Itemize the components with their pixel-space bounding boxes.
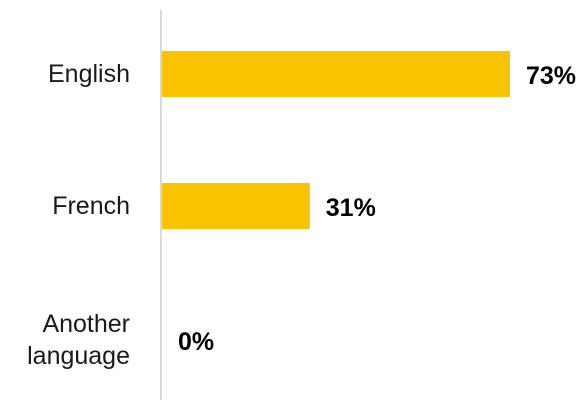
bar-1 bbox=[162, 183, 310, 229]
value-label-2: 0% bbox=[178, 328, 214, 356]
value-label-0: 73% bbox=[526, 62, 576, 90]
bar-0 bbox=[162, 51, 510, 97]
bars-group bbox=[162, 51, 510, 229]
category-label-1: French bbox=[52, 192, 130, 220]
value-label-1: 31% bbox=[326, 194, 376, 222]
labels-group: English 73% French 31% Another language 0% bbox=[27, 60, 576, 370]
category-label-2: Another language bbox=[27, 310, 130, 370]
category-label-0: English bbox=[48, 60, 130, 88]
